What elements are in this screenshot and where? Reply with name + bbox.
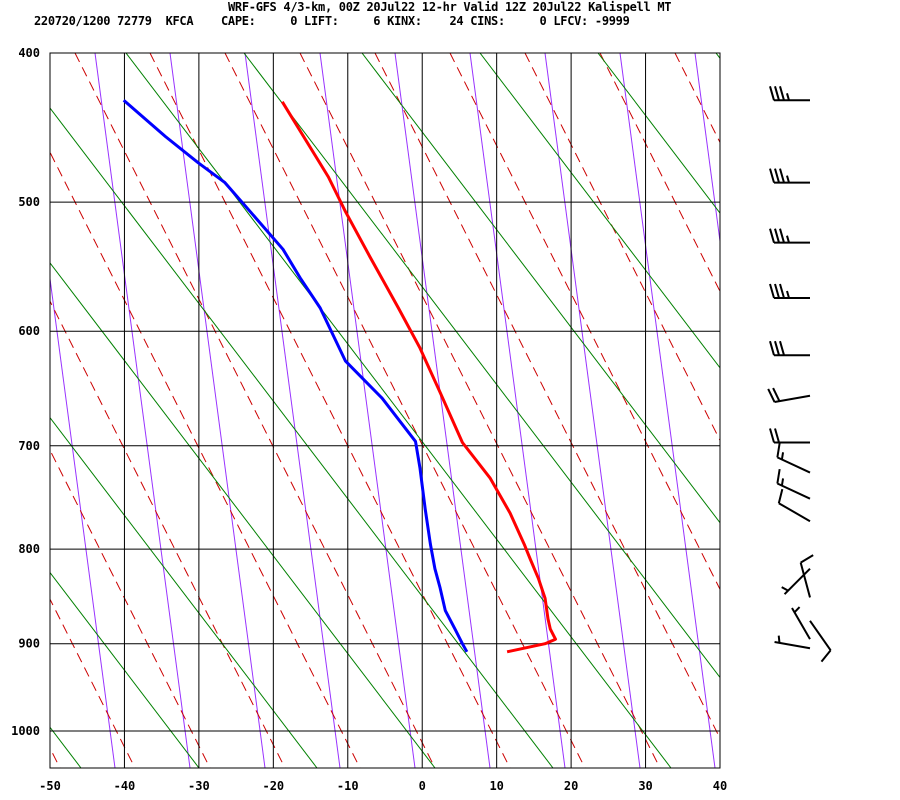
grid: [49, 52, 721, 769]
x-tick-label: 10: [489, 779, 503, 793]
x-tick-label: 30: [638, 779, 652, 793]
dry-adiabat-line: [394, 53, 491, 768]
wind-barb: [799, 554, 814, 598]
wind-barb: [769, 428, 810, 444]
x-tick-label: -50: [39, 779, 61, 793]
dry-adiabat-line: [469, 53, 566, 768]
moist-adiabat-line: [299, 53, 661, 768]
x-tick-label: 40: [713, 779, 727, 793]
wind-barb: [769, 168, 810, 184]
wind-barb: [777, 488, 811, 523]
mixing-ratio-line: [50, 262, 436, 768]
plot-frame: [49, 52, 721, 769]
mixing-ratio-line: [597, 53, 720, 214]
moist-adiabat-line: [374, 53, 720, 740]
traces: [122, 99, 557, 654]
y-tick-label: 800: [18, 542, 40, 556]
dewpoint-trace: [122, 99, 469, 653]
temperature-trace: [281, 101, 557, 654]
y-tick-labels: 400 500 600 700 800 900 1000: [11, 46, 40, 738]
x-tick-label: 20: [564, 779, 578, 793]
dry-adiabat-line: [319, 53, 416, 768]
wind-barb: [776, 468, 811, 500]
dry-adiabat-line: [544, 53, 641, 768]
dry-adiabat-line: [619, 53, 716, 768]
dry-adiabat-line: [694, 53, 720, 245]
chart-title: WRF-GFS 4/3-km, 00Z 20Jul22 12-hr Valid …: [228, 0, 672, 14]
wind-barb: [809, 620, 832, 663]
wind-barb: [769, 228, 810, 244]
moist-adiabat-line: [50, 151, 361, 768]
background-lines: [0, 53, 900, 768]
moist-adiabat-line: [74, 53, 436, 768]
mixing-ratio-line: [361, 53, 720, 524]
mixing-ratio-line: [479, 53, 720, 369]
moist-adiabat-line: [224, 53, 586, 768]
x-tick-label: 0: [419, 779, 426, 793]
x-tick-label: -20: [262, 779, 284, 793]
dry-adiabat-line: [94, 53, 191, 768]
wind-barb: [774, 635, 811, 650]
mixing-ratio-line: [243, 53, 720, 679]
dry-adiabat-line: [50, 274, 116, 768]
y-tick-label: 500: [18, 195, 40, 209]
moist-adiabat-line: [599, 53, 720, 293]
wind-barb: [767, 387, 811, 404]
dry-adiabat-line: [770, 53, 865, 768]
dry-adiabat-line: [0, 53, 40, 768]
moist-adiabat-line: [750, 53, 900, 768]
y-tick-label: 900: [18, 637, 40, 651]
dry-adiabat-line: [169, 53, 266, 768]
moist-adiabat-line: [149, 53, 511, 768]
mixing-ratio-line: [50, 726, 82, 768]
mixing-ratio-line: [50, 571, 200, 768]
mixing-ratio-line: [50, 107, 554, 768]
wind-barb: [769, 86, 810, 102]
y-tick-label: 600: [18, 324, 40, 338]
wind-barb: [791, 606, 811, 640]
wind-barb: [781, 568, 811, 595]
x-tick-labels: -50 -40 -30 -20 -10 0 10 20 30 40: [39, 779, 727, 793]
moist-adiabat-line: [524, 53, 720, 442]
x-tick-label: -10: [337, 779, 359, 793]
x-tick-label: -30: [188, 779, 210, 793]
y-tick-label: 1000: [11, 724, 40, 738]
station-indices: 220720/1200 72779 KFCA CAPE: 0 LIFT: 6 K…: [34, 14, 630, 28]
wind-barb: [769, 340, 810, 357]
dry-adiabat-line: [244, 53, 341, 768]
mixing-ratio-line: [125, 53, 672, 768]
wind-barbs: [767, 86, 832, 663]
wind-barb: [769, 283, 810, 299]
moist-adiabat-line: [449, 53, 720, 591]
x-tick-label: -40: [114, 779, 136, 793]
y-tick-label: 400: [18, 46, 40, 60]
mixing-ratio-line: [715, 53, 720, 60]
moist-adiabat-line: [50, 747, 61, 768]
wind-barb: [776, 442, 811, 474]
mixing-ratio-line: [50, 416, 318, 768]
moist-adiabat-line: [50, 300, 286, 768]
y-tick-label: 700: [18, 439, 40, 453]
